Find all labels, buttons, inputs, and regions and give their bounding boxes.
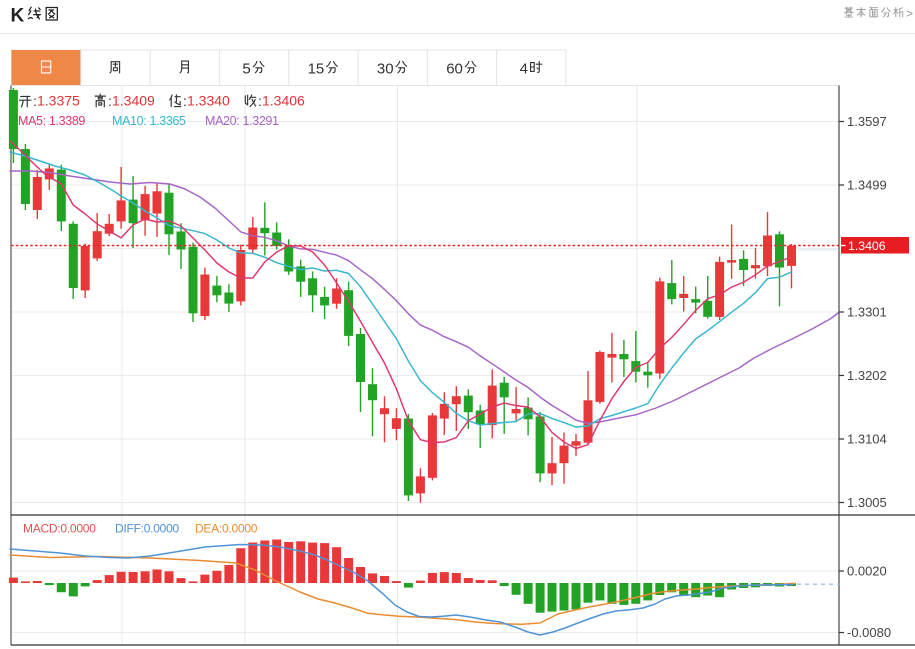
- svg-text:1.3340: 1.3340: [187, 93, 230, 109]
- svg-text:MACD:0.0000: MACD:0.0000: [23, 522, 96, 536]
- svg-text:1.3301: 1.3301: [847, 305, 887, 320]
- svg-text:0.0020: 0.0020: [847, 564, 887, 579]
- svg-text:>: >: [906, 7, 913, 21]
- svg-text:1.3409: 1.3409: [112, 93, 155, 109]
- svg-text:DEA:0.0000: DEA:0.0000: [195, 522, 258, 536]
- svg-text:1.3406: 1.3406: [848, 239, 886, 253]
- svg-text::: :: [258, 93, 262, 109]
- svg-text::: :: [108, 93, 112, 109]
- svg-text:1.3005: 1.3005: [847, 495, 887, 510]
- svg-text:4: 4: [520, 61, 528, 78]
- svg-text:60: 60: [446, 61, 463, 78]
- svg-text:1.3499: 1.3499: [847, 178, 887, 193]
- svg-text::: :: [183, 93, 187, 109]
- svg-text:1.3104: 1.3104: [847, 432, 887, 447]
- svg-text:15: 15: [308, 61, 325, 78]
- svg-text:1.3597: 1.3597: [847, 114, 887, 129]
- svg-text:1.3375: 1.3375: [37, 93, 80, 109]
- svg-text:MA5: 1.3389: MA5: 1.3389: [18, 114, 85, 128]
- svg-text:MA20: 1.3291: MA20: 1.3291: [205, 114, 279, 128]
- svg-text:5: 5: [242, 61, 250, 78]
- svg-text::: :: [33, 93, 37, 109]
- svg-text:-0.0080: -0.0080: [847, 625, 891, 640]
- svg-text:K: K: [11, 6, 25, 27]
- svg-text:DIFF:0.0000: DIFF:0.0000: [115, 522, 180, 536]
- svg-text:30: 30: [377, 61, 394, 78]
- svg-text:MA10: 1.3365: MA10: 1.3365: [112, 114, 186, 128]
- svg-text:1.3202: 1.3202: [847, 368, 887, 383]
- svg-text:1.3406: 1.3406: [262, 93, 305, 109]
